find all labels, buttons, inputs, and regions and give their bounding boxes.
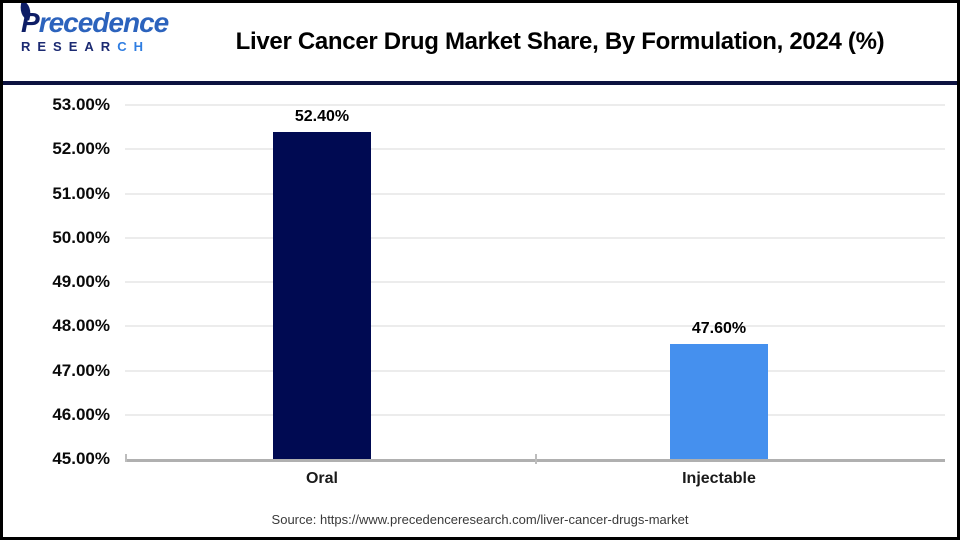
y-axis-tick-label: 50.00%: [52, 228, 110, 247]
plot-area: 45.00% 46.00% 47.00% 48.00% 49.00% 50.00% 51.0…: [3, 3, 957, 537]
brand-subtitle-blue: CH: [117, 39, 150, 54]
chart-title: Liver Cancer Drug Market Share, By Formu…: [235, 28, 885, 55]
y-axis-tick-label: 47.00%: [52, 361, 110, 380]
brand-subtitle-navy: RESEAR: [21, 39, 118, 54]
bar-oral: [273, 132, 371, 459]
brand-initial: P: [21, 7, 40, 38]
brand-logo: Precedence RESEARCH: [16, 3, 170, 53]
gridline: [125, 104, 945, 106]
axis-tick: [535, 454, 537, 464]
header: Precedence RESEARCH Liver Cancer Drug Ma…: [3, 3, 957, 85]
x-axis-category-label: Injectable: [682, 470, 756, 487]
gridline: [125, 414, 945, 416]
bar-value-label: 52.40%: [294, 108, 350, 125]
y-axis-tick-label: 45.00%: [52, 449, 110, 468]
gridline: [125, 237, 945, 239]
source-citation: Source: https://www.precedenceresearch.c…: [271, 512, 689, 527]
x-axis-category-label: Oral: [305, 470, 338, 487]
bar-injectable: [670, 344, 768, 459]
y-axis-tick-label: 48.00%: [52, 316, 110, 335]
brand-name: Precedence: [16, 3, 170, 38]
gridline: [125, 325, 945, 327]
brand-rest: recedence: [38, 7, 170, 38]
y-axis-tick-label: 52.00%: [52, 139, 110, 158]
brand-subtitle: RESEARCH: [21, 40, 168, 53]
axis-tick: [125, 454, 127, 462]
gridline: [125, 148, 945, 150]
gridline: [125, 193, 945, 195]
gridline: [125, 281, 945, 283]
y-axis-tick-label: 46.00%: [52, 405, 110, 424]
bar-value-label: 47.60%: [691, 320, 747, 337]
y-axis-tick-label: 53.00%: [52, 95, 110, 114]
y-axis-tick-label: 51.00%: [52, 184, 110, 203]
y-axis-tick-label: 49.00%: [52, 272, 110, 291]
gridline: [125, 370, 945, 372]
